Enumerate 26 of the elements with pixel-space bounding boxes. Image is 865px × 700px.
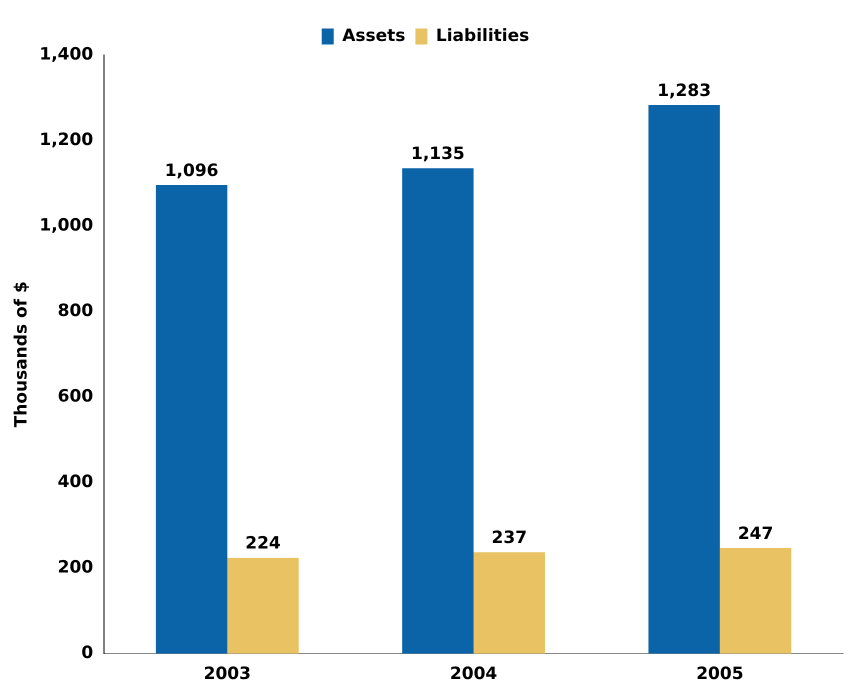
y-tick-label: 0 (81, 643, 94, 664)
data-label: 237 (492, 528, 528, 548)
y-tick-label: 800 (58, 300, 94, 321)
bar (156, 184, 228, 654)
data-label: 1,135 (410, 144, 465, 164)
data-label: 1,283 (657, 80, 712, 101)
y-tick-label: 400 (58, 472, 94, 492)
data-label: 1,096 (164, 160, 218, 181)
y-tick-label: 200 (58, 558, 94, 578)
x-tick-label: 2005 (696, 664, 744, 684)
x-tick-label: 2004 (450, 664, 498, 684)
data-label: 224 (245, 534, 281, 554)
bar (402, 168, 474, 654)
legend-label: Assets (342, 26, 406, 46)
y-tick-label: 600 (58, 386, 94, 406)
y-tick-label: 1,000 (39, 215, 94, 236)
legend-label: Liabilities (436, 26, 530, 46)
y-axis-title: Thousands of $ (12, 281, 32, 428)
x-tick-label: 2003 (204, 664, 251, 684)
bar (227, 558, 299, 654)
bar (648, 105, 720, 654)
y-tick-label: 1,200 (39, 130, 94, 150)
data-label: 247 (738, 524, 774, 544)
y-tick-label: 1,400 (39, 44, 94, 64)
bar (720, 548, 792, 654)
bar (474, 552, 546, 654)
